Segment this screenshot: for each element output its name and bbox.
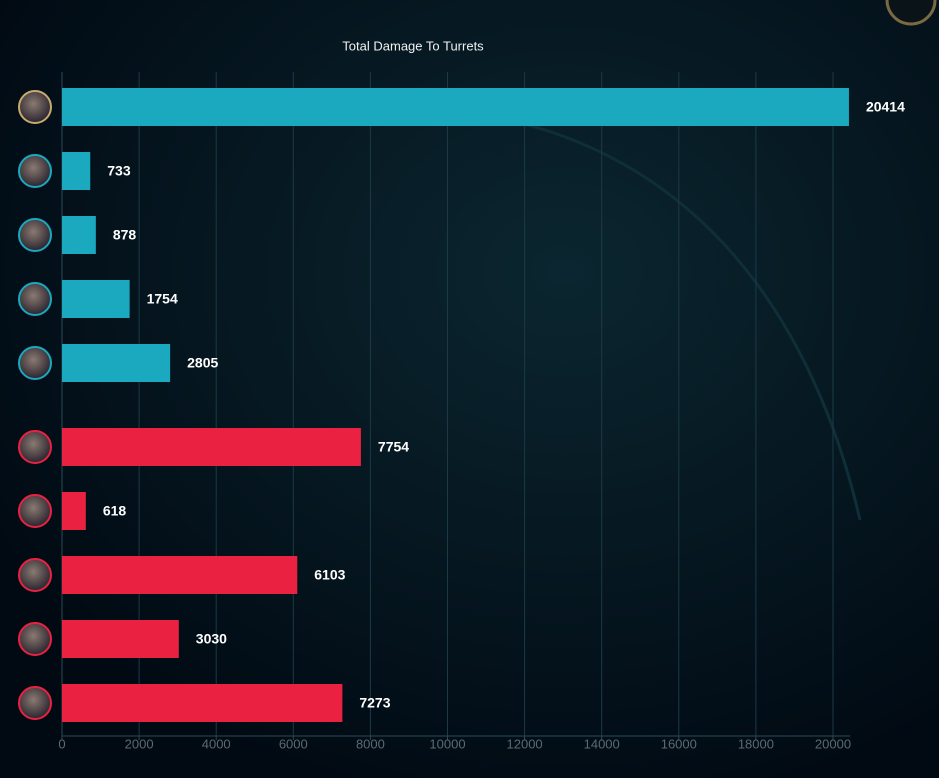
value-label: 2805 xyxy=(187,355,218,371)
value-label: 1754 xyxy=(147,291,178,307)
bar xyxy=(62,684,343,722)
bar xyxy=(62,280,130,318)
champion-portrait xyxy=(18,346,52,380)
champion-portrait xyxy=(18,558,52,592)
chart-title: Total Damage To Turrets xyxy=(342,38,484,53)
x-tick-label: 14000 xyxy=(584,736,620,751)
value-label: 7273 xyxy=(359,695,390,711)
value-label: 878 xyxy=(113,227,137,243)
champion-portrait xyxy=(18,154,52,188)
champion-portrait xyxy=(18,282,52,316)
x-tick-label: 0 xyxy=(58,736,65,751)
bar xyxy=(62,428,361,466)
x-tick-label: 10000 xyxy=(429,736,465,751)
champion-portrait xyxy=(18,494,52,528)
close-button[interactable] xyxy=(885,0,937,26)
x-tick-label: 20000 xyxy=(815,736,851,751)
x-tick-label: 2000 xyxy=(125,736,154,751)
bar xyxy=(62,556,298,594)
bar xyxy=(62,216,96,254)
x-tick-label: 12000 xyxy=(507,736,543,751)
x-tick-label: 4000 xyxy=(202,736,231,751)
value-label: 7754 xyxy=(378,439,409,455)
bar xyxy=(62,492,86,530)
champion-portrait xyxy=(18,622,52,656)
champion-portrait xyxy=(18,430,52,464)
value-label: 3030 xyxy=(196,631,227,647)
champion-portrait xyxy=(18,90,52,124)
champion-portrait xyxy=(18,218,52,252)
value-label: 20414 xyxy=(866,99,905,115)
x-tick-label: 8000 xyxy=(356,736,385,751)
value-label: 6103 xyxy=(314,567,345,583)
value-label: 733 xyxy=(107,163,131,179)
bar xyxy=(62,88,849,126)
bar xyxy=(62,620,179,658)
bar xyxy=(62,344,171,382)
x-tick-label: 18000 xyxy=(738,736,774,751)
x-tick-label: 6000 xyxy=(279,736,308,751)
value-label: 618 xyxy=(103,503,127,519)
bar xyxy=(62,152,91,190)
champion-portrait xyxy=(18,686,52,720)
x-tick-label: 16000 xyxy=(661,736,697,751)
